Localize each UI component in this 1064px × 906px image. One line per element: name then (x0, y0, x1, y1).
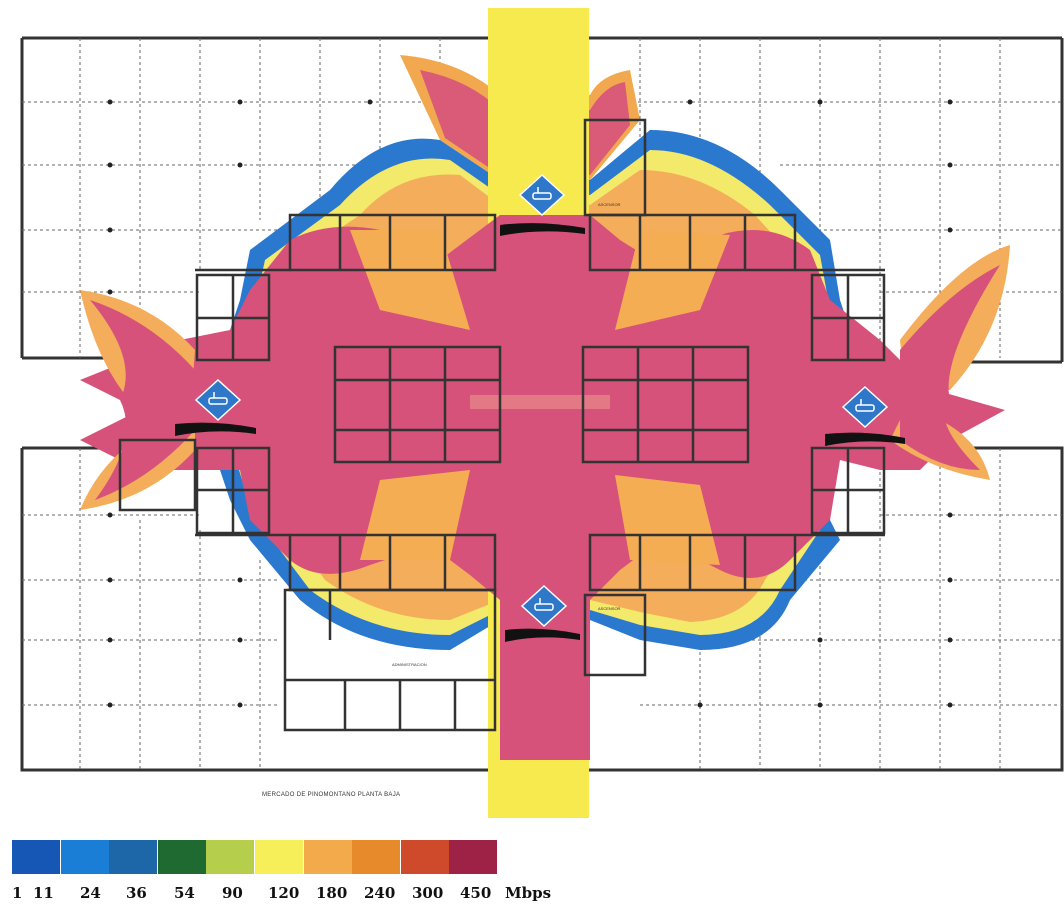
interior-rooms (118, 118, 886, 732)
ap-south[interactable] (520, 584, 568, 628)
router-icon (208, 397, 228, 405)
legend-tick-label: 54 (174, 884, 195, 902)
router-icon (532, 192, 552, 200)
coverage-heatmap (80, 8, 1010, 818)
legend-swatch (60, 840, 109, 874)
legend-tick-label: 1 (12, 884, 23, 902)
legend-tick-label: 90 (222, 884, 243, 902)
legend-tick-label: 120 (268, 884, 300, 902)
floor-plan-map: ASCENSOR ASCENSOR ADMINISTRACION (20, 8, 1064, 818)
legend-swatch (206, 840, 255, 874)
legend-tick-label: 11 (33, 884, 54, 902)
legend-swatch (352, 840, 401, 874)
legend-swatch (449, 840, 498, 874)
router-icon (855, 404, 875, 412)
signal-legend (12, 840, 498, 874)
ap-east[interactable] (841, 385, 889, 429)
legend-tick-label: 240 (364, 884, 396, 902)
legend-tick-label: 450 (460, 884, 492, 902)
ap-west[interactable] (194, 378, 242, 422)
legend-unit-label: Mbps (505, 884, 552, 902)
legend-swatch (157, 840, 206, 874)
plan-caption: MERCADO DE PINOMONTANO PLANTA BAJA (262, 792, 401, 798)
legend-swatch (254, 840, 303, 874)
legend-labels: 1 11 24 36 54 90 120 180 240 300 450 Mbps (0, 884, 600, 904)
router-icon (534, 603, 554, 611)
legend-tick-label: 24 (80, 884, 101, 902)
room-label-north: ASCENSOR (598, 202, 621, 207)
legend-tick-label: 36 (126, 884, 147, 902)
room-label-office: ADMINISTRACION (392, 662, 427, 667)
legend-swatch (400, 840, 449, 874)
entrance-barriers (175, 223, 905, 642)
room-label-south: ASCENSOR (598, 606, 621, 611)
ap-north[interactable] (518, 173, 566, 217)
legend-swatch (109, 840, 158, 874)
legend-swatch (303, 840, 352, 874)
legend-tick-label: 180 (316, 884, 348, 902)
legend-tick-label: 300 (412, 884, 444, 902)
legend-swatch (12, 840, 60, 874)
